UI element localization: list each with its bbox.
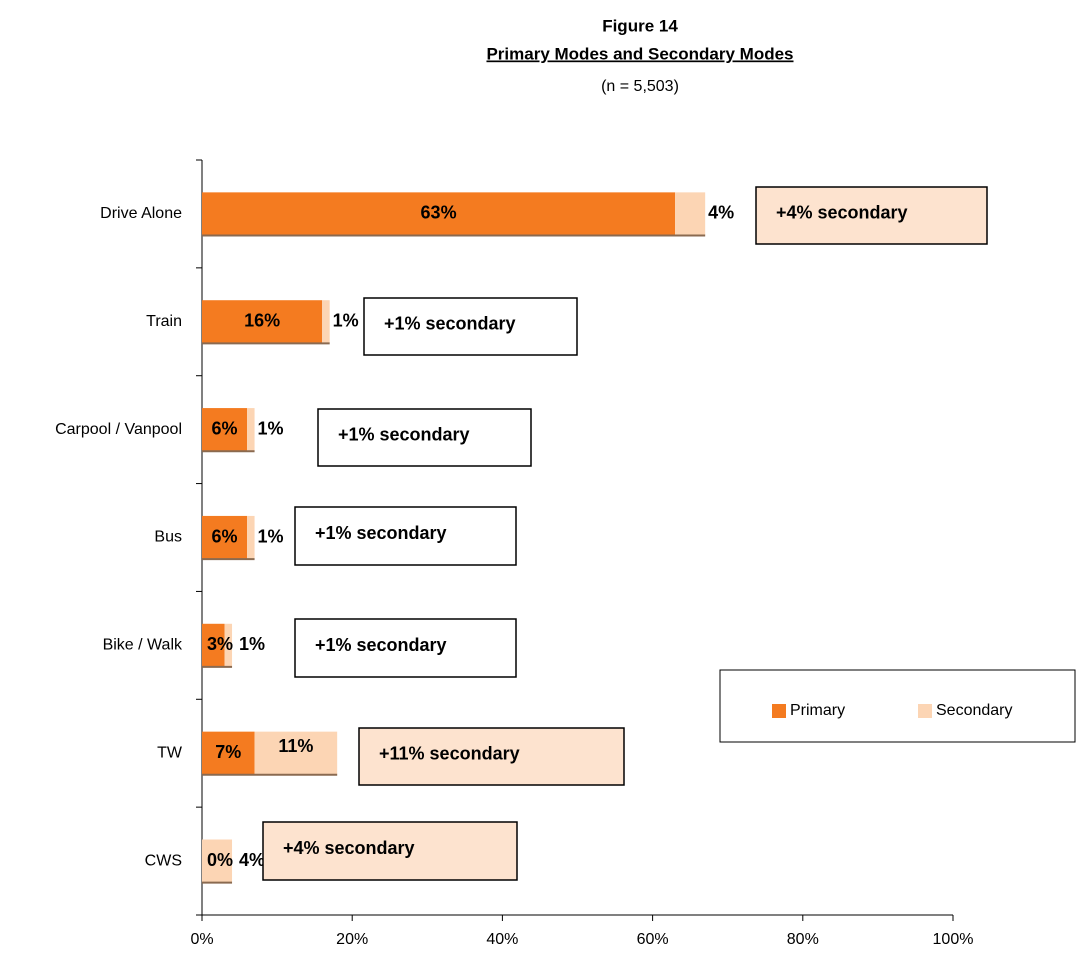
y-tick-label: CWS [145, 852, 182, 869]
x-tick-label: 0% [190, 931, 213, 948]
value-label: 63% [421, 203, 457, 223]
bar-segment [254, 731, 338, 775]
y-tick-label: Train [146, 313, 182, 330]
y-tick-label: Carpool / Vanpool [55, 421, 182, 438]
bar-segment [202, 408, 248, 452]
value-label: 4% [239, 850, 265, 870]
value-label: 1% [258, 418, 284, 438]
annotation: +1% secondary [315, 523, 447, 543]
legend-swatch [918, 704, 932, 718]
annotation-box [363, 297, 578, 356]
legend-swatch [772, 704, 786, 718]
annotation-box [294, 618, 517, 678]
annotation: +4% secondary [283, 838, 415, 858]
chart-title: Figure 14 [602, 16, 678, 35]
value-label: 6% [212, 526, 238, 546]
y-tick-label: Bike / Walk [103, 637, 183, 654]
y-tick-label: Bus [154, 529, 182, 546]
chart-subtitle: Primary Modes and Secondary Modes [486, 44, 793, 63]
annotation: +11% secondary [379, 743, 520, 763]
value-label: 4% [708, 203, 734, 223]
legend-label: Primary [790, 702, 845, 719]
legend-label: Secondary [936, 702, 1013, 719]
annotation-box [317, 408, 532, 467]
value-label: 6% [212, 418, 238, 438]
value-label: 16% [244, 311, 280, 331]
annotation-box [755, 186, 988, 245]
annotation: +4% secondary [776, 202, 908, 222]
bar-segment [202, 300, 323, 344]
value-label: 11% [278, 736, 313, 756]
bar-segment [202, 192, 676, 236]
value-label: 3% [207, 634, 233, 654]
y-tick-label: Drive Alone [100, 205, 182, 222]
bar-segment [322, 300, 330, 344]
value-label: 0% [207, 850, 233, 870]
y-tick-label: TW [157, 744, 183, 761]
x-tick-label: 60% [637, 931, 669, 948]
annotation: +1% secondary [315, 635, 447, 655]
x-tick-label: 20% [336, 931, 368, 948]
bar-segment [202, 515, 248, 560]
value-label: 1% [258, 526, 284, 546]
value-label: 1% [239, 634, 265, 654]
bar-segment [675, 192, 706, 236]
value-label: 7% [215, 742, 241, 762]
bar-segment [202, 623, 225, 667]
x-tick-label: 100% [933, 931, 974, 948]
annotation-box [358, 727, 625, 786]
annotation-box [294, 506, 517, 566]
annotation: +1% secondary [338, 424, 470, 444]
value-label: 1% [333, 311, 359, 331]
bar-segment [247, 515, 255, 560]
bar-segment [224, 623, 233, 667]
x-tick-label: 80% [787, 931, 819, 948]
annotation: +1% secondary [384, 313, 516, 333]
chart-note: (n = 5,503) [601, 78, 679, 95]
annotation-box [262, 821, 518, 881]
bar-segment [202, 839, 233, 883]
bar-segment [247, 408, 255, 452]
bar-segment [202, 731, 255, 775]
x-tick-label: 40% [486, 931, 518, 948]
